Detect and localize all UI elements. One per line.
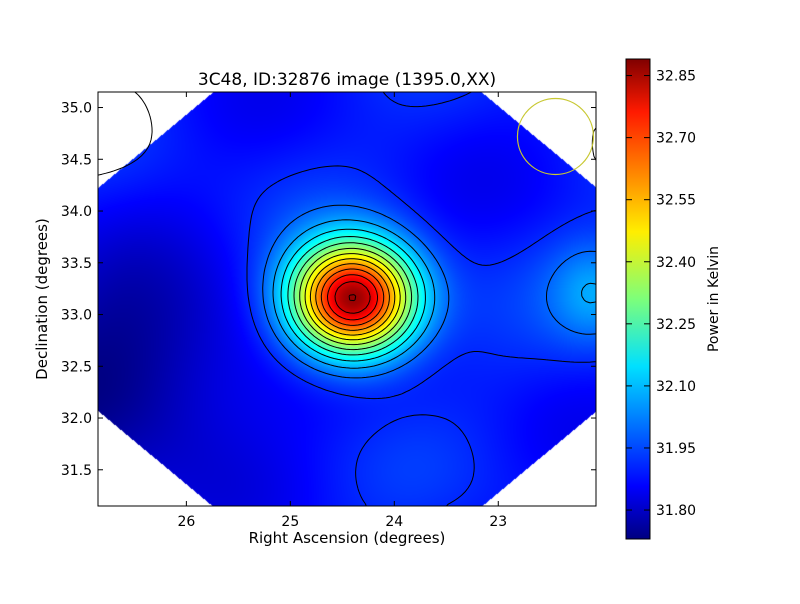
colorbar-tick-label: 32.55	[656, 193, 696, 209]
chart-title: 3C48, ID:32876 image (1395.0,XX)	[198, 70, 496, 90]
colorbar-tick-label: 32.10	[656, 379, 696, 395]
contour-line	[315, 263, 390, 331]
contour-line	[287, 236, 419, 356]
y-tick-label: 33.5	[61, 256, 92, 272]
contour-line	[320, 268, 385, 326]
contour-line	[304, 253, 401, 341]
heatmap-image	[98, 92, 596, 506]
x-tick-label: 25	[281, 514, 299, 530]
colorbar	[625, 58, 651, 540]
y-tick-label: 34.5	[61, 152, 92, 168]
colorbar-tick-label: 31.95	[656, 441, 696, 457]
contour-line	[272, 219, 596, 369]
y-axis-label: Declination (degrees)	[33, 218, 51, 380]
contour-line	[348, 294, 357, 302]
colorbar-tick-label: 32.70	[656, 131, 696, 147]
x-tick-label: 26	[177, 514, 195, 530]
contour-line	[334, 281, 371, 314]
y-tick-label: 35.0	[61, 101, 92, 117]
y-tick-label: 32.0	[61, 411, 92, 427]
y-tick-label: 33.0	[61, 308, 92, 324]
colorbar-tick-label: 31.80	[656, 503, 696, 519]
y-tick-label: 34.0	[61, 204, 92, 220]
colorbar-ticks: 31.80 31.95 32.10 32.25 32.40 32.55 32.70 32.85	[626, 69, 696, 519]
colorbar-label: Power in Kelvin	[706, 246, 722, 352]
colorbar-tick-label: 32.85	[656, 69, 696, 85]
contour-line	[299, 247, 407, 346]
plot-frame	[97, 91, 597, 507]
y-tick-label: 31.5	[61, 463, 92, 479]
x-tick-label: 23	[489, 514, 507, 530]
y-axis-ticks: 31.5 32.0 32.5 33.0 33.5 34.0 34.5 35.0	[61, 101, 596, 479]
colorbar-tick-label: 32.25	[656, 317, 696, 333]
y-tick-label: 32.5	[61, 359, 92, 375]
x-tick-label: 24	[385, 514, 403, 530]
contour-line	[309, 258, 396, 336]
contour-line	[327, 274, 378, 321]
contour-line	[280, 228, 426, 362]
contour-line	[98, 92, 596, 506]
x-axis-ticks: 26 25 24 23	[177, 92, 507, 530]
beam-marker	[516, 97, 595, 176]
colorbar-tick-label: 32.40	[656, 255, 696, 271]
contour-lines	[98, 92, 596, 506]
x-axis-label: Right Ascension (degrees)	[249, 529, 446, 547]
contour-line	[293, 242, 413, 351]
contour-line	[262, 204, 596, 379]
